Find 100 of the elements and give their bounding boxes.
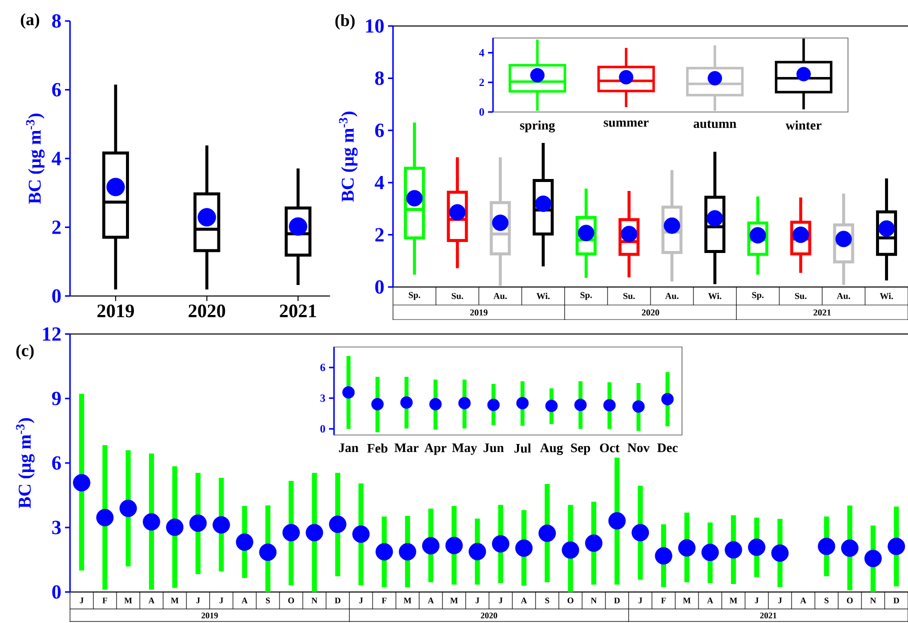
y-tick-label: 6 bbox=[52, 83, 61, 96]
text: 2020 bbox=[480, 612, 498, 618]
x-tick-label: Aug bbox=[540, 444, 563, 455]
x-tick-label: Au. bbox=[836, 292, 850, 300]
chart-title: (b) bbox=[335, 14, 355, 30]
point bbox=[449, 204, 466, 221]
y-tick-label: 6 bbox=[375, 124, 384, 138]
point bbox=[422, 537, 440, 554]
point bbox=[371, 398, 384, 410]
point bbox=[468, 542, 486, 560]
point bbox=[492, 535, 510, 553]
y-tick-label: 3 bbox=[320, 394, 326, 402]
point bbox=[545, 400, 558, 412]
x-tick-label: M bbox=[404, 598, 412, 604]
point bbox=[458, 396, 471, 410]
point bbox=[585, 534, 602, 552]
point bbox=[535, 196, 552, 212]
point bbox=[120, 500, 137, 518]
x-tick-label: N bbox=[312, 598, 318, 604]
x-tick-label: May bbox=[452, 444, 478, 455]
x-tick-label: A bbox=[800, 598, 806, 604]
point bbox=[189, 514, 207, 532]
point bbox=[515, 539, 533, 557]
x-tick-label: 2019 bbox=[97, 304, 134, 318]
x-tick-label: J bbox=[754, 598, 759, 604]
point bbox=[445, 536, 463, 554]
point bbox=[654, 547, 672, 565]
x-tick-label: N bbox=[870, 598, 876, 604]
x-tick-label: summer bbox=[604, 120, 649, 127]
x-tick-label: Su. bbox=[452, 292, 464, 300]
x-tick-label: 2021 bbox=[280, 304, 316, 318]
x-tick-label: M bbox=[730, 598, 738, 604]
y-tick-label: 0 bbox=[479, 108, 484, 116]
y-tick-label: 6 bbox=[52, 456, 61, 470]
x-tick-label: Su. bbox=[623, 292, 635, 300]
point bbox=[608, 512, 626, 530]
x-tick-label: D bbox=[614, 598, 620, 604]
x-tick-label: J bbox=[476, 598, 480, 604]
y-tick-label: 2 bbox=[479, 78, 484, 86]
y-tick-label: 2 bbox=[375, 228, 384, 242]
point bbox=[632, 400, 645, 413]
y-tick-label: 12 bbox=[43, 327, 61, 341]
point bbox=[288, 217, 308, 236]
point bbox=[706, 210, 724, 227]
text: (c) bbox=[16, 344, 34, 360]
x-tick-label: 2020 bbox=[188, 304, 226, 318]
point bbox=[406, 190, 423, 206]
x-tick-label: Jan bbox=[338, 444, 358, 452]
point bbox=[748, 538, 766, 556]
y-tick-label: 9 bbox=[52, 392, 61, 406]
x-tick-label: Wi. bbox=[880, 292, 893, 300]
point bbox=[538, 524, 556, 542]
y-tick-label: 8 bbox=[52, 14, 61, 28]
x-tick-label: Wi. bbox=[708, 292, 722, 300]
y-tick-label: 0 bbox=[375, 280, 384, 294]
point bbox=[578, 224, 594, 242]
point bbox=[792, 226, 809, 243]
x-tick-label: Feb bbox=[367, 444, 388, 453]
y-tick-label: 6 bbox=[320, 364, 326, 372]
y-tick-label: 3 bbox=[52, 520, 61, 534]
point bbox=[376, 543, 393, 560]
point bbox=[835, 230, 852, 248]
y-tick-label: 2 bbox=[52, 220, 61, 234]
y-tick-label: 4 bbox=[374, 176, 384, 190]
point bbox=[603, 399, 616, 412]
point bbox=[212, 516, 230, 534]
x-tick-label: O bbox=[288, 598, 294, 604]
point bbox=[771, 544, 789, 562]
x-tick-label: F bbox=[661, 598, 666, 604]
x-tick-label: M bbox=[450, 598, 458, 604]
y-tick-label: 0 bbox=[52, 289, 61, 303]
x-tick-label: A bbox=[148, 598, 154, 604]
x-tick-label: A bbox=[428, 598, 434, 604]
point bbox=[259, 544, 277, 561]
point bbox=[562, 541, 580, 559]
x-tick-label: Jun bbox=[484, 444, 504, 452]
point bbox=[664, 217, 680, 234]
point bbox=[400, 396, 413, 409]
point bbox=[818, 538, 836, 556]
point bbox=[106, 178, 125, 196]
x-tick-label: D bbox=[334, 598, 340, 604]
x-tick-label: autumn bbox=[694, 120, 736, 128]
point bbox=[342, 386, 355, 399]
point bbox=[574, 398, 587, 412]
x-tick-label: J bbox=[359, 598, 363, 604]
x-tick-label: N bbox=[590, 598, 597, 604]
point bbox=[632, 524, 650, 542]
x-tick-label: A bbox=[520, 598, 527, 604]
point bbox=[352, 525, 370, 543]
point bbox=[166, 518, 184, 536]
y-tick-label: 8 bbox=[375, 71, 384, 85]
point bbox=[306, 524, 324, 542]
y-axis-title: BC (μg m$^{-3}$) bbox=[339, 112, 358, 202]
x-tick-label: J bbox=[638, 598, 642, 604]
point bbox=[841, 539, 859, 557]
point bbox=[701, 544, 719, 562]
x-tick-label: M bbox=[170, 598, 179, 604]
x-tick-label: O bbox=[568, 598, 574, 604]
chart-title: (a) bbox=[20, 13, 40, 29]
y-tick-label: 10 bbox=[366, 19, 384, 33]
